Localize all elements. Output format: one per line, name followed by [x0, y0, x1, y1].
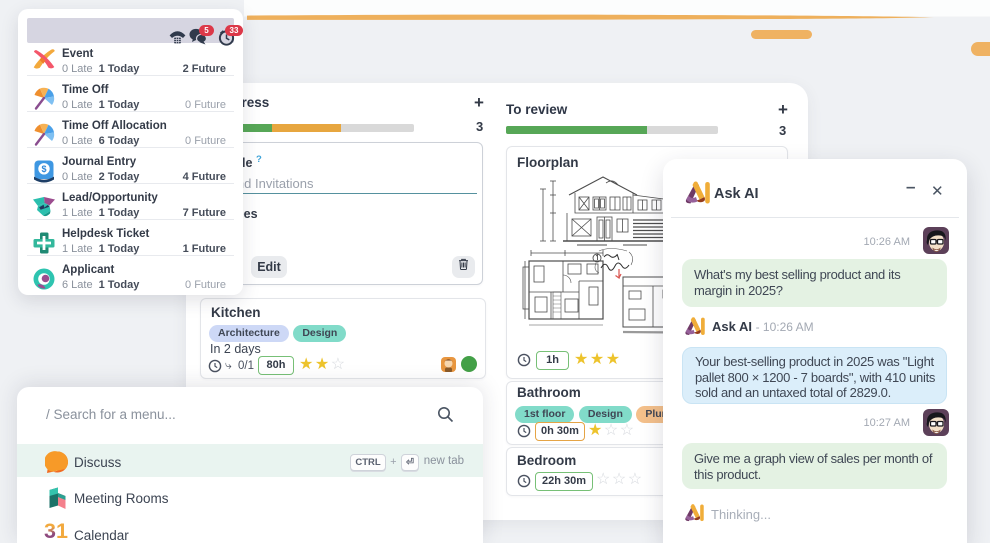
svg-text:$: $ [41, 164, 46, 174]
